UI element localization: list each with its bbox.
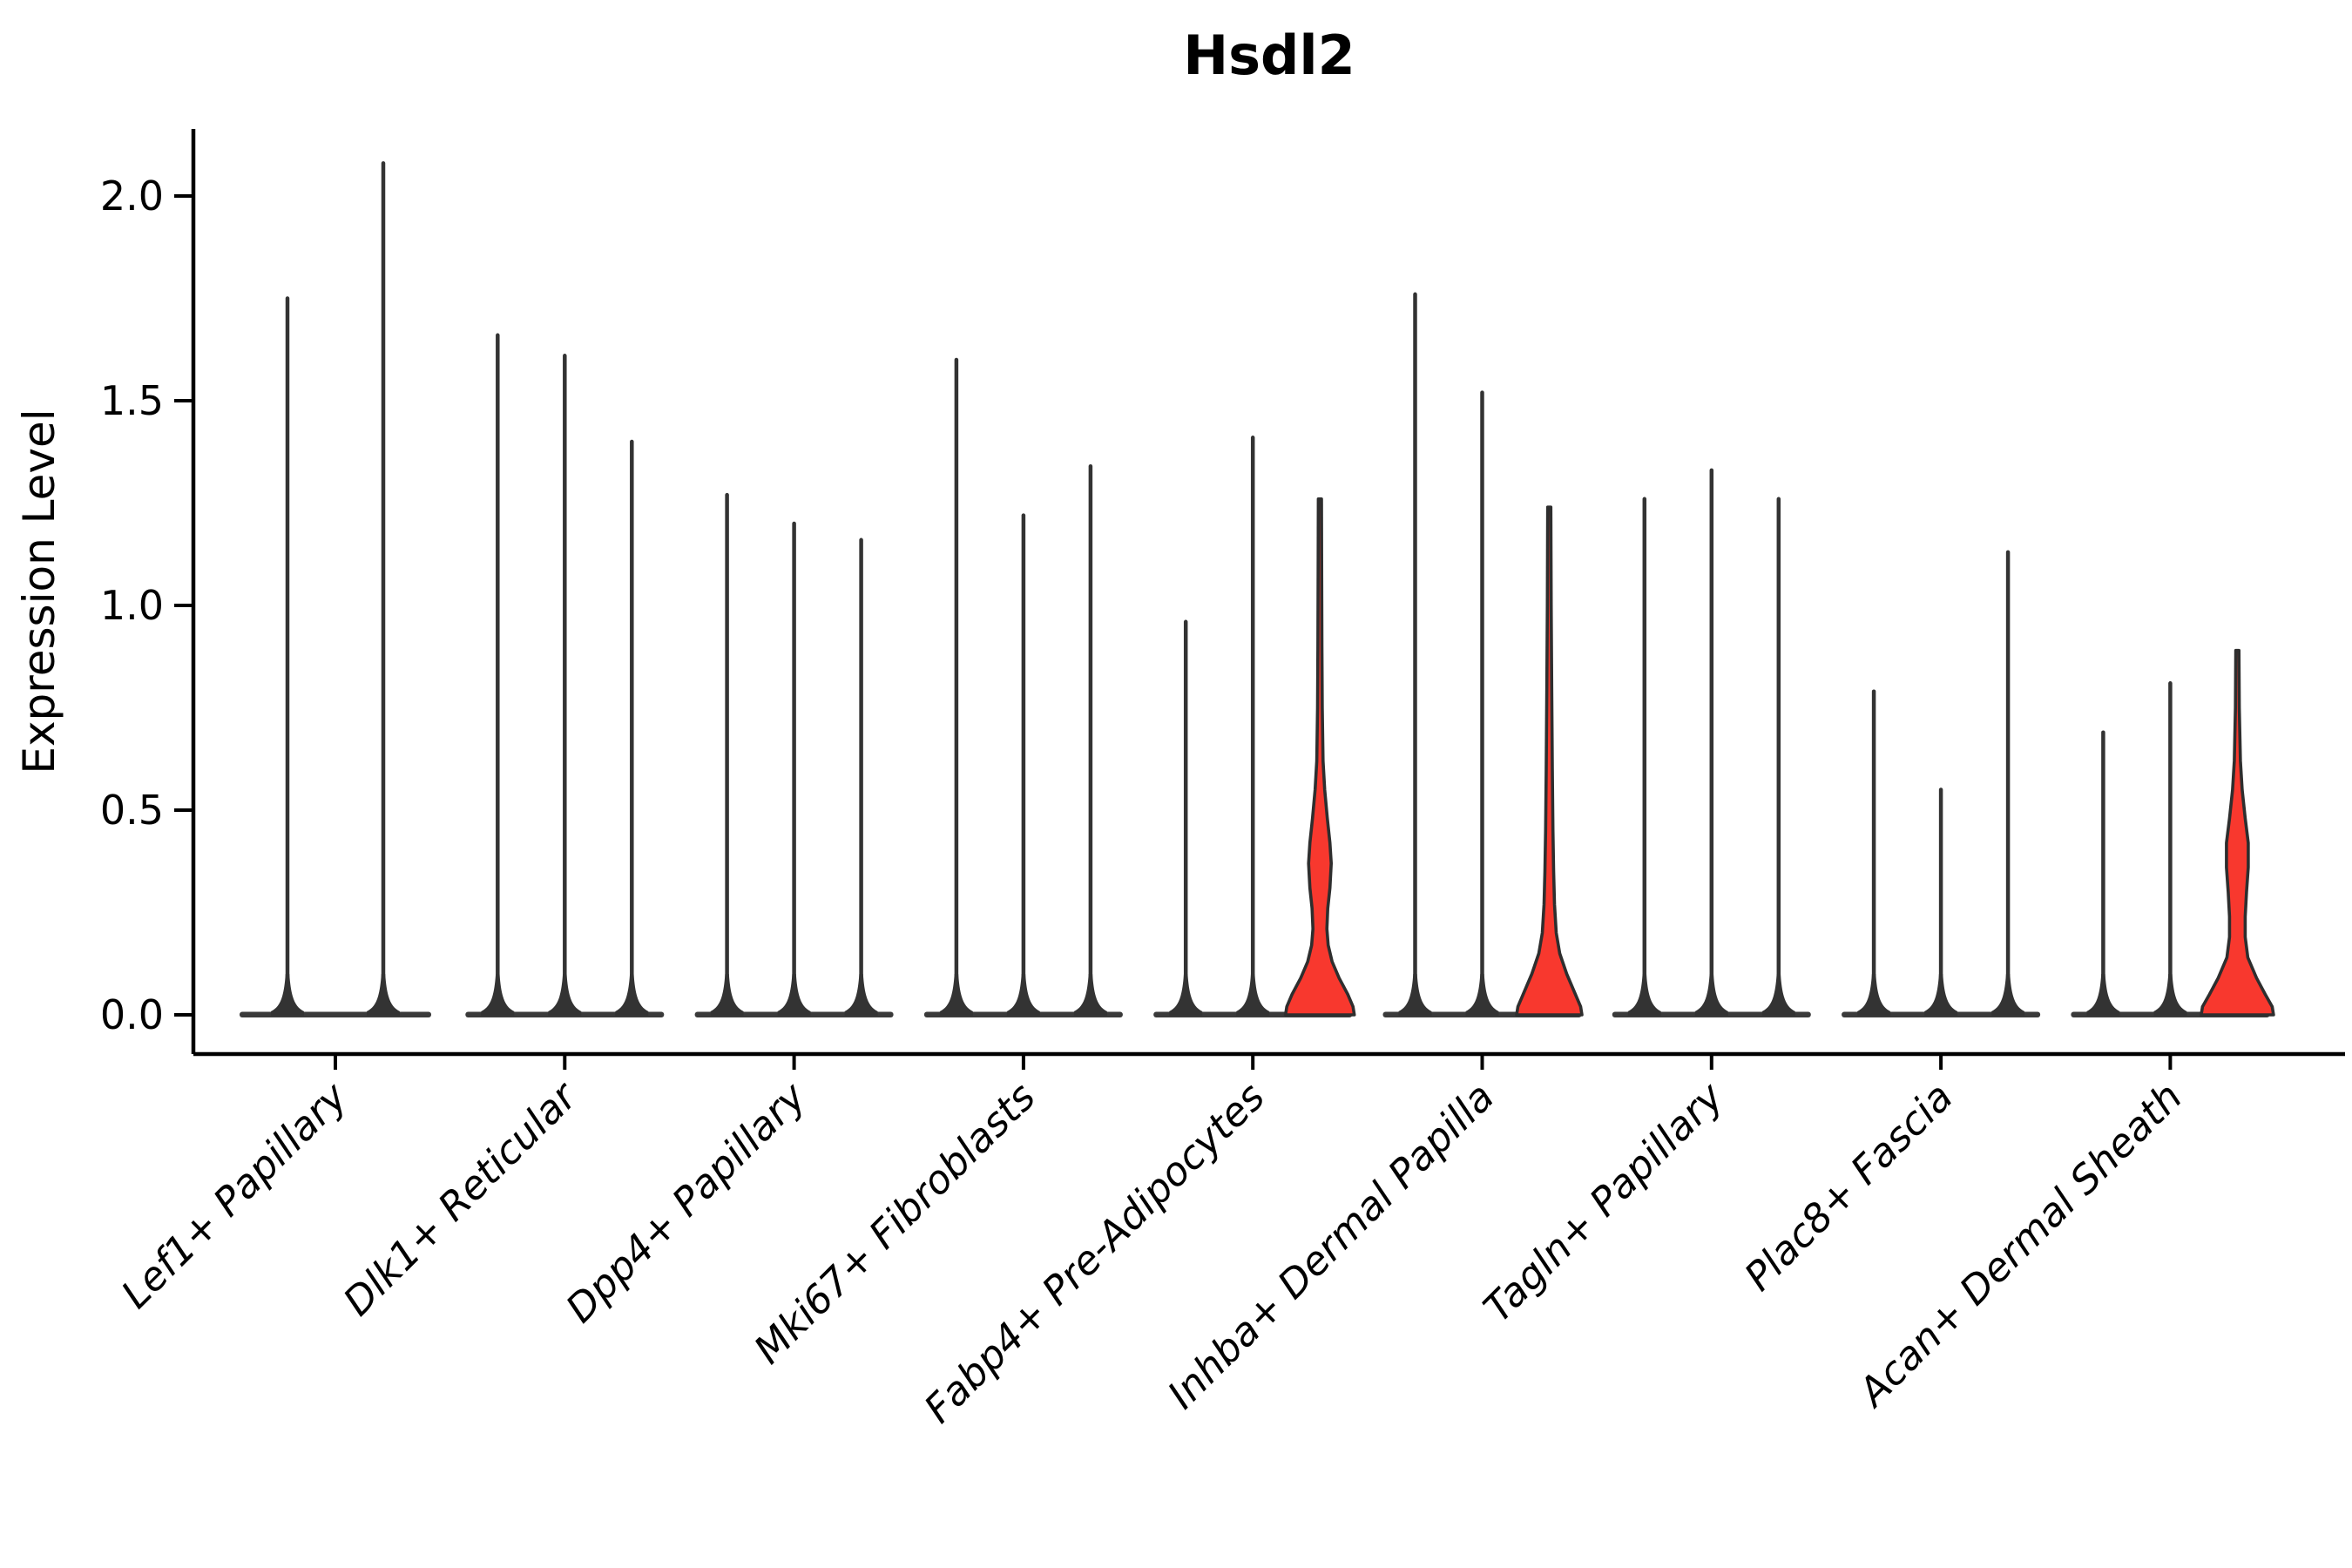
y-tick-label: 0.0: [100, 991, 164, 1038]
violin-spike-base: [1857, 974, 1891, 1016]
violin-group-9: [2071, 648, 2275, 1017]
y-axis-label: Expression Level: [14, 409, 64, 774]
violin-spike-base: [1236, 974, 1270, 1016]
y-tick-label: 1.0: [100, 582, 164, 629]
chart-title: Hsdl2: [1183, 24, 1355, 87]
violins-layer: [240, 161, 2275, 1017]
violin-spike-base: [844, 974, 878, 1016]
violin-spike-base: [367, 974, 400, 1016]
violin-spike-base: [1694, 974, 1728, 1016]
violin-filled: [1283, 497, 1356, 1017]
violin-spike-base: [1006, 974, 1040, 1016]
violin-spike-base: [939, 974, 973, 1016]
violin-spike-base: [1169, 974, 1203, 1016]
y-tick-label: 0.5: [100, 787, 164, 834]
violin-spike-base: [1627, 974, 1661, 1016]
violin-spike-base: [1761, 974, 1795, 1016]
violin-filled: [2200, 648, 2275, 1017]
violin-group-7: [1612, 468, 1811, 1017]
violin-filled: [1515, 505, 1584, 1017]
violin-spike-base: [777, 974, 811, 1016]
violin-group-6: [1382, 292, 1584, 1017]
y-tick-label: 2.0: [100, 172, 164, 220]
violin-group-2: [465, 333, 665, 1017]
violin-spike-base: [481, 974, 515, 1016]
violin-spike-base: [1991, 974, 2025, 1016]
violin-spike-base: [1924, 974, 1958, 1016]
violin-group-8: [1842, 550, 2041, 1017]
violin-spike-base: [2153, 974, 2187, 1016]
violin-group-4: [923, 357, 1123, 1017]
y-ticks-layer: 0.0 0.5 1.0 1.5 2.0: [100, 172, 193, 1038]
y-tick-label: 1.5: [100, 377, 164, 424]
x-tick-label: Plac8+ Fascia: [1735, 1073, 1962, 1300]
x-tick-label: Tagln+ Papillary: [1475, 1072, 1734, 1331]
violin-spike-base: [1398, 974, 1432, 1016]
violin-spike-base: [710, 974, 744, 1016]
violin-group-1: [240, 161, 431, 1017]
x-tick-label: Lef1+ Papillary: [112, 1072, 357, 1317]
violin-group-5: [1153, 436, 1356, 1017]
violin-group-3: [694, 492, 894, 1017]
x-tick-label: Dpp4+ Papillary: [557, 1072, 815, 1331]
violin-spike-base: [271, 974, 304, 1016]
violin-spike-base: [2086, 974, 2120, 1016]
violin-spike-base: [615, 974, 649, 1016]
plot-area: Hsdl2 Expression Level: [14, 24, 2345, 1057]
violin-spike-base: [548, 974, 582, 1016]
x-tick-label: Dlk1+ Reticular: [335, 1072, 587, 1325]
violin-spike-base: [1465, 974, 1499, 1016]
violin-baseline: [240, 1011, 431, 1017]
violin-spike-base: [1073, 974, 1107, 1016]
